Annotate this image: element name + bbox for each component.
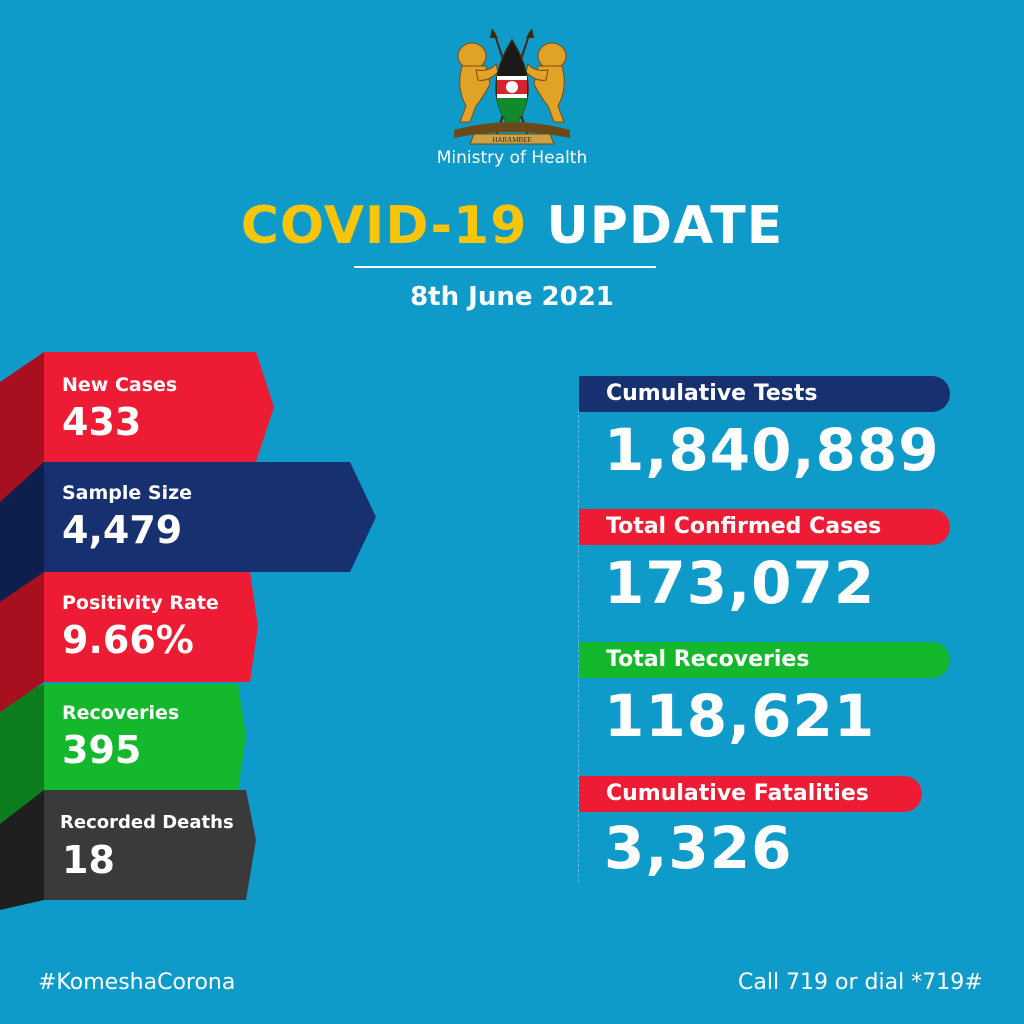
total-recoveries-label: Total Recoveries bbox=[606, 647, 810, 672]
recorded-deaths-value: 18 bbox=[62, 838, 115, 882]
new-cases-label: New Cases bbox=[62, 374, 178, 396]
pill-total-recoveries: Total Recoveries bbox=[579, 642, 950, 678]
total-confirmed-cases-value: 173,072 bbox=[604, 549, 876, 617]
hotline-text: Call 719 or dial *719# bbox=[738, 970, 983, 995]
ribbon-recorded-deaths-shape bbox=[0, 790, 256, 910]
recoveries-label: Recoveries bbox=[62, 702, 180, 724]
ribbon-sample-size: Sample Size 4,479 bbox=[0, 462, 380, 602]
title-rest: UPDATE bbox=[546, 196, 784, 256]
cumulative-fatalities-value: 3,326 bbox=[604, 814, 793, 882]
recoveries-value: 395 bbox=[62, 728, 142, 772]
cumulative-tests-label: Cumulative Tests bbox=[606, 381, 818, 406]
cumulative-tests-value: 1,840,889 bbox=[604, 416, 940, 484]
cumulative-fatalities-label: Cumulative Fatalities bbox=[606, 781, 869, 806]
pill-cumulative-tests: Cumulative Tests bbox=[579, 376, 950, 412]
coat-of-arms-emblem: HARAMBEE bbox=[454, 28, 570, 145]
ribbon-recoveries: Recoveries 395 bbox=[0, 684, 260, 824]
page-title: COVID-19 UPDATE bbox=[0, 196, 1024, 256]
ribbon-positivity-rate-shape bbox=[0, 572, 258, 712]
title-highlight: COVID-19 bbox=[240, 196, 528, 256]
recorded-deaths-label: Recorded Deaths bbox=[60, 812, 234, 833]
ribbon-recorded-deaths: Recorded Deaths 18 bbox=[0, 790, 260, 910]
ribbon-new-cases: New Cases 433 bbox=[0, 352, 280, 502]
ribbon-new-cases-shape bbox=[0, 352, 274, 502]
sample-size-label: Sample Size bbox=[62, 482, 193, 504]
pill-total-confirmed-cases: Total Confirmed Cases bbox=[579, 509, 950, 545]
report-date: 8th June 2021 bbox=[410, 282, 614, 312]
title-divider bbox=[354, 266, 656, 268]
hashtag: #KomeshaCorona bbox=[38, 970, 236, 995]
ribbon-positivity-rate: Positivity Rate 9.66% bbox=[0, 572, 270, 712]
ribbon-sample-size-shape bbox=[0, 462, 376, 602]
ribbon-recoveries-shape bbox=[0, 684, 246, 824]
total-recoveries-value: 118,621 bbox=[604, 682, 876, 750]
stats-divider bbox=[578, 410, 579, 882]
positivity-rate-label: Positivity Rate bbox=[62, 592, 219, 614]
new-cases-value: 433 bbox=[62, 400, 142, 444]
ministry-name: Ministry of Health bbox=[436, 148, 588, 168]
sample-size-value: 4,479 bbox=[62, 508, 183, 552]
motto-text: HARAMBEE bbox=[492, 136, 531, 144]
total-confirmed-cases-label: Total Confirmed Cases bbox=[606, 514, 882, 539]
pill-cumulative-fatalities: Cumulative Fatalities bbox=[579, 776, 922, 812]
positivity-rate-value: 9.66% bbox=[62, 618, 194, 662]
